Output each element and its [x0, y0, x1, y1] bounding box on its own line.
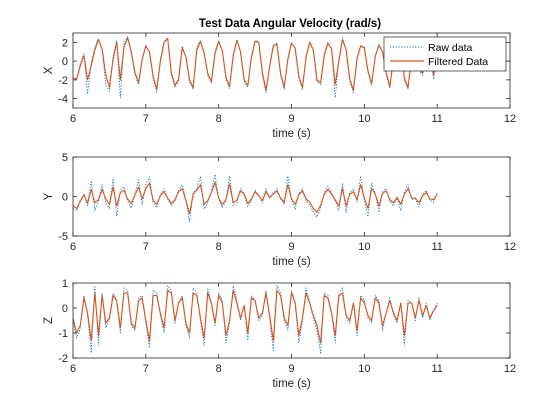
filtered-data-line-y [73, 181, 438, 215]
x-tick-label: 8 [216, 241, 222, 253]
x-tick-label: 11 [431, 113, 442, 125]
y-tick-label: -5 [58, 231, 68, 243]
y-tick-label: -2 [58, 353, 68, 365]
x-tick-label: 8 [216, 363, 222, 375]
y-tick-label: 0 [62, 192, 68, 204]
legend: Raw data Filtered Data [383, 36, 507, 72]
x-tick-label: 6 [70, 241, 76, 253]
y-tick-label: 2 [62, 37, 68, 49]
x-axis-label: time (s) [272, 256, 311, 268]
y-tick-label: 5 [62, 152, 68, 164]
x-tick-label: 9 [288, 241, 294, 253]
legend-box [383, 36, 507, 72]
y-axis-label: X [43, 66, 55, 74]
x-axis-label: time (s) [272, 128, 311, 140]
x-tick-label: 12 [504, 113, 516, 125]
x-tick-label: 10 [358, 113, 370, 125]
y-tick-label: -1 [58, 328, 68, 340]
y-tick-label: -2 [58, 75, 68, 87]
legend-entry-label: Raw data [428, 42, 473, 54]
x-tick-label: 9 [288, 363, 294, 375]
x-tick-label: 7 [143, 113, 149, 125]
y-tick-label: -4 [58, 94, 68, 106]
y-tick-label: 1 [62, 278, 68, 290]
x-tick-label: 7 [143, 363, 149, 375]
y-axis-label: Z [43, 317, 55, 324]
x-axis-label: time (s) [272, 378, 311, 390]
chart-title: Test Data Angular Velocity (rad/s) [199, 18, 381, 30]
y-axis-label: Y [43, 192, 55, 200]
x-tick-label: 7 [143, 241, 149, 253]
x-tick-label: 12 [504, 363, 516, 375]
x-tick-label: 10 [358, 363, 370, 375]
x-tick-label: 8 [216, 113, 222, 125]
filtered-data-line-z [73, 289, 438, 344]
x-tick-label: 6 [70, 113, 76, 125]
y-tick-label: 0 [62, 303, 68, 315]
x-tick-label: 6 [70, 363, 76, 375]
x-tick-label: 11 [431, 241, 442, 253]
x-tick-label: 11 [431, 363, 442, 375]
filtered-data-line-x [73, 37, 438, 91]
subplot-y: 6 7 8 9 10 11 12 5 0 -5 time (s) Y [43, 152, 516, 268]
y-tick-label: 0 [62, 56, 68, 68]
x-tick-label: 9 [288, 113, 294, 125]
plot-area [73, 157, 510, 236]
x-tick-label: 12 [504, 241, 516, 253]
x-tick-label: 10 [358, 241, 370, 253]
legend-entry-label: Filtered Data [428, 56, 488, 68]
